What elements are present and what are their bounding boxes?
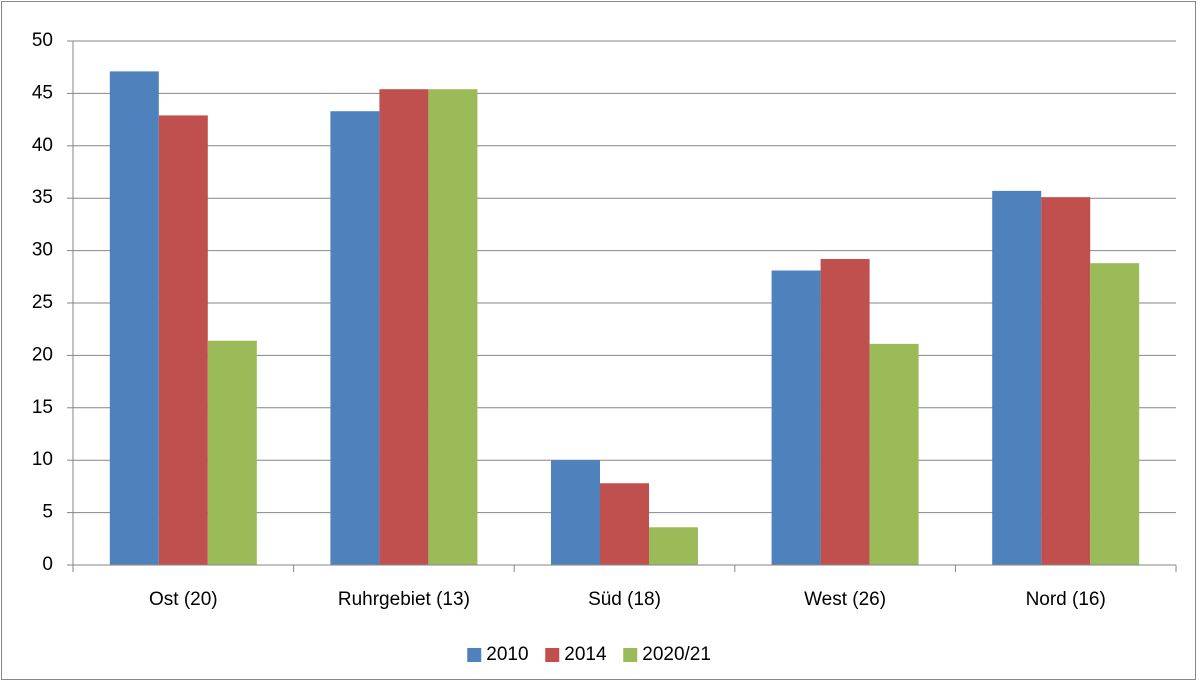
legend-swatch: [623, 648, 638, 662]
x-tick-label: Ruhrgebiet (13): [338, 589, 470, 610]
bar: [1090, 263, 1140, 565]
x-tick-label: Nord (16): [1026, 589, 1106, 610]
bar: [330, 111, 380, 565]
x-tick-label: Süd (18): [588, 589, 661, 610]
legend-label: 2010: [486, 644, 528, 665]
bar: [869, 343, 919, 565]
bar: [1041, 197, 1091, 566]
bar: [428, 89, 478, 565]
x-tick-label: Ost (20): [149, 589, 218, 610]
y-tick-label: 35: [32, 187, 53, 208]
y-tick-label: 10: [32, 449, 53, 470]
bar: [649, 527, 698, 565]
bar: [551, 460, 600, 565]
y-tick-label: 0: [42, 554, 53, 575]
y-tick-label: 15: [32, 397, 53, 418]
bar: [379, 89, 429, 565]
y-tick-label: 45: [32, 82, 53, 103]
y-tick-label: 30: [32, 240, 53, 261]
bar: [771, 270, 821, 565]
x-tick-label: West (26): [804, 589, 886, 610]
bar: [820, 258, 870, 565]
bar: [207, 340, 257, 565]
y-tick-label: 20: [32, 344, 53, 365]
bar: [992, 190, 1042, 565]
legend-label: 2020/21: [642, 644, 711, 665]
y-tick-label: 25: [32, 292, 53, 313]
legend-swatch: [545, 648, 560, 662]
bar: [158, 115, 208, 566]
y-tick-label: 40: [32, 135, 53, 156]
y-tick-label: 50: [32, 30, 53, 51]
legend-swatch: [467, 648, 482, 662]
bar: [600, 483, 649, 565]
legend-label: 2014: [564, 644, 607, 665]
bar: [109, 71, 159, 565]
y-tick-label: 5: [42, 502, 53, 523]
